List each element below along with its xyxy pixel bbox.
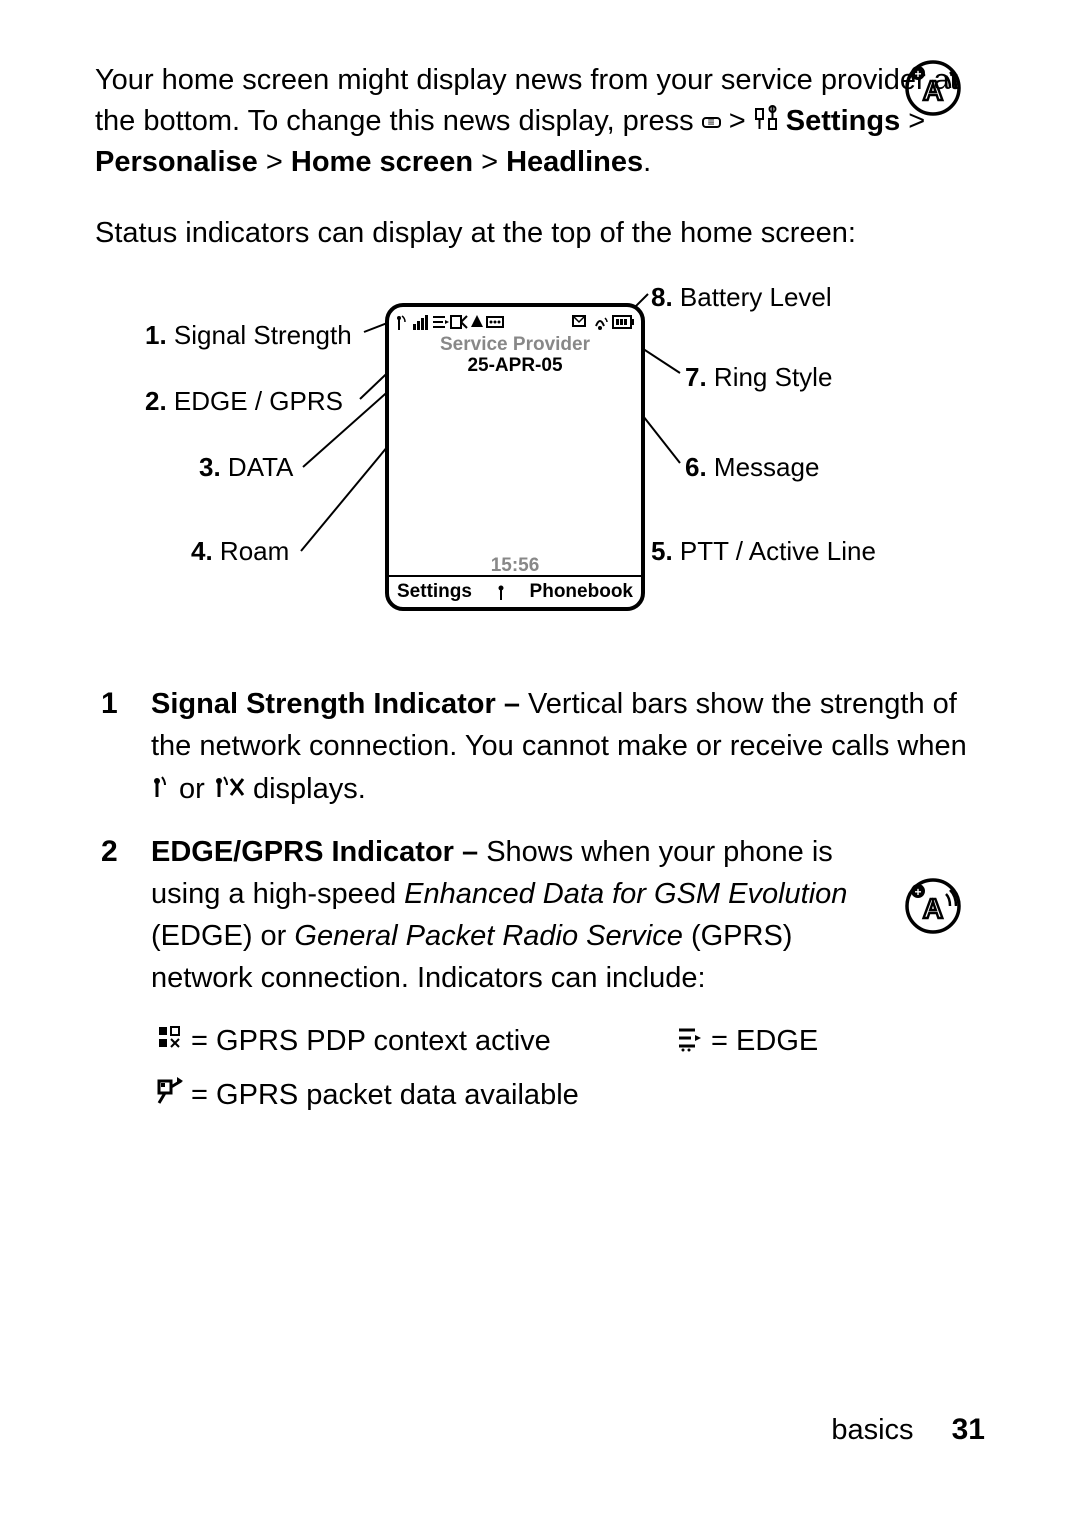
svg-text:A: A: [923, 893, 943, 924]
feature-icon: + A: [905, 60, 961, 128]
callout-7: 7. Ring Style: [685, 359, 832, 395]
list-item-2: 2 EDGE/GPRS Indicator – Shows when your …: [95, 831, 985, 999]
nav-personalise: Personalise: [95, 146, 258, 178]
antenna-icon: [151, 769, 171, 811]
page-footer: basics 31: [831, 1409, 985, 1451]
data-icon: [451, 314, 467, 330]
edge-icon: [433, 314, 447, 330]
left-softkey: Settings: [397, 579, 472, 606]
phone-provider: Service Provider: [389, 335, 641, 356]
callout-4: 4. Roam: [191, 533, 289, 569]
callout-8: 8. Battery Level: [651, 279, 832, 315]
svg-text:A: A: [923, 75, 943, 106]
indicators-table: = GPRS PDP context active = EDGE = GPRS …: [157, 1021, 985, 1116]
status-diagram: 1. Signal Strength 2. EDGE / GPRS 3. DAT…: [95, 273, 995, 633]
right-softkey: Phonebook: [530, 579, 633, 606]
gprs-packet-icon: [157, 1076, 183, 1117]
menu-key-icon: ≡: [702, 102, 721, 143]
svg-text:+: +: [914, 67, 921, 81]
roam-icon: [471, 315, 483, 329]
status-intro: Status indicators can display at the top…: [95, 213, 985, 254]
footer-page: 31: [952, 1413, 985, 1446]
ring-icon: [593, 314, 607, 330]
nav-headlines: Headlines: [506, 146, 643, 178]
callout-5: 5. PTT / Active Line: [651, 533, 876, 569]
phone-mockup: Service Provider 25-APR-05 15:56 Setting…: [385, 303, 645, 611]
callout-6: 6. Message: [685, 449, 819, 485]
battery-icon: [613, 315, 635, 329]
signal-icon: [395, 314, 409, 330]
footer-section: basics: [831, 1414, 913, 1446]
bars-icon: [413, 314, 429, 330]
ptt-icon: [487, 315, 505, 329]
message-icon: [573, 314, 587, 330]
intro-paragraph: Your home screen might display news from…: [95, 60, 985, 183]
nav-settings: Settings: [786, 105, 900, 137]
tools-icon: [754, 102, 778, 143]
gprs-pdp-icon: [157, 1022, 183, 1063]
antenna-x-icon: [213, 769, 245, 811]
item1-title: Signal Strength Indicator –: [151, 688, 520, 720]
nav-homescreen: Home screen: [291, 146, 473, 178]
phone-date: 25-APR-05: [389, 356, 641, 377]
callout-1: 1. Signal Strength: [145, 317, 352, 353]
callout-2: 2. EDGE / GPRS: [145, 383, 343, 419]
callout-3: 3. DATA: [199, 449, 293, 485]
list-item-1: 1 Signal Strength Indicator – Vertical b…: [95, 683, 985, 810]
center-key-icon: [496, 584, 506, 600]
feature-icon: + A: [905, 878, 961, 946]
edge-icon: [677, 1022, 703, 1063]
svg-text:+: +: [914, 885, 921, 899]
status-bar: [389, 307, 641, 333]
item2-title: EDGE/GPRS Indicator –: [151, 836, 478, 868]
